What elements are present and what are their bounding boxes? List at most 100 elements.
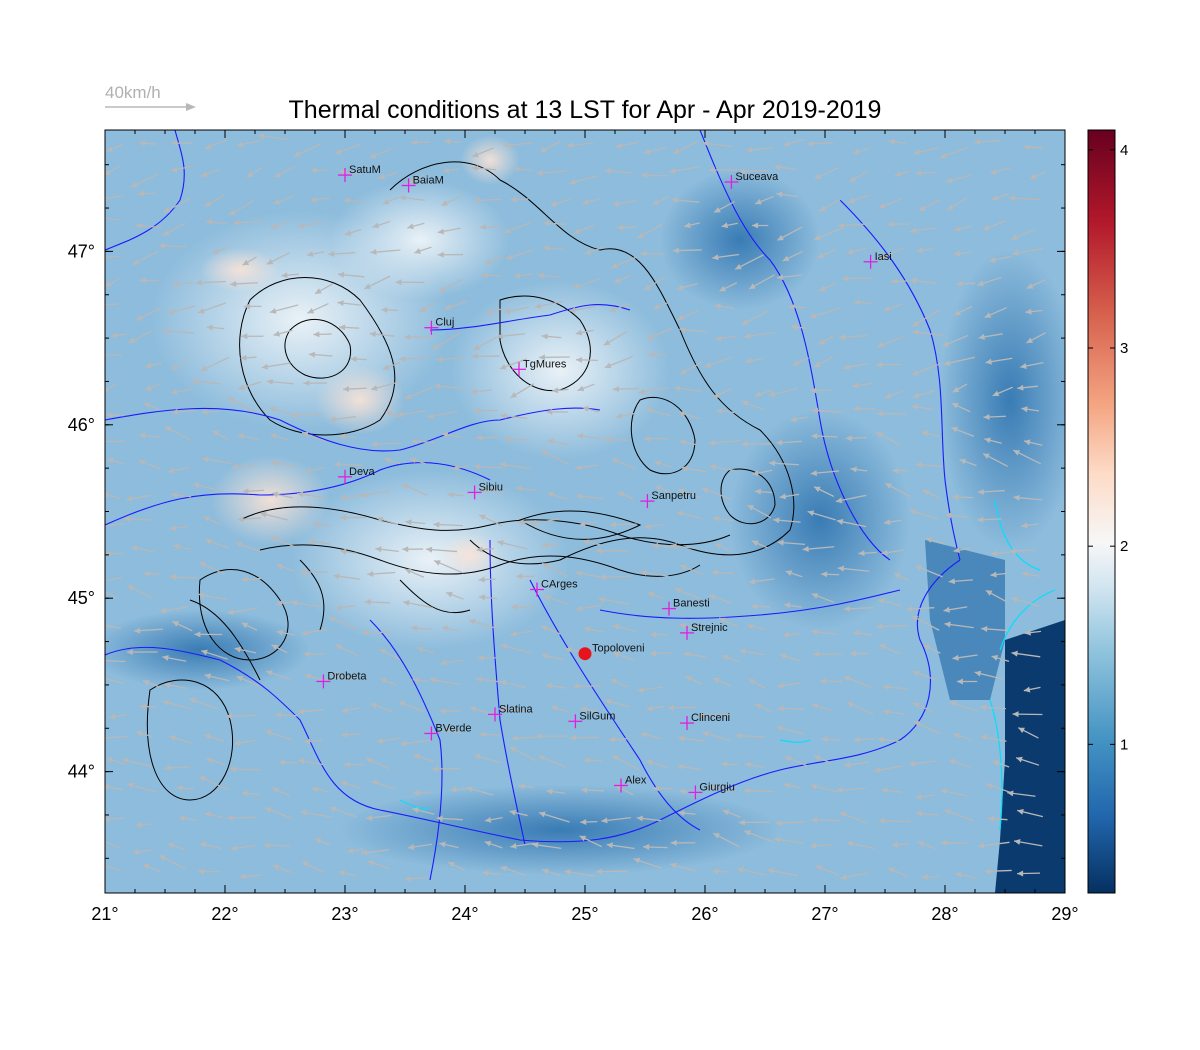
wind-arrowhead — [579, 835, 587, 842]
wind-arrowhead — [581, 787, 588, 794]
wind-arrowhead — [347, 847, 354, 854]
wind-arrowhead — [242, 488, 249, 495]
wind-arrowhead — [974, 670, 982, 677]
wind-arrowhead — [338, 870, 346, 876]
wind-arrowhead — [853, 405, 860, 412]
wind-arrowhead — [469, 618, 476, 625]
wind-arrowhead — [875, 361, 883, 368]
wind-arrowhead — [912, 404, 919, 411]
city-label: Clinceni — [691, 712, 730, 724]
wind-arrowhead — [411, 625, 418, 632]
wind-arrowhead — [505, 254, 513, 260]
wind-arrowhead — [472, 151, 479, 158]
contour-line — [630, 396, 696, 475]
wind-arrowhead — [954, 226, 961, 232]
lon-tick-label: 26° — [691, 904, 718, 924]
wind-arrowhead — [601, 817, 608, 824]
wind-arrowhead — [641, 172, 648, 179]
wind-arrowhead — [573, 683, 580, 690]
wind-arrowhead — [991, 550, 998, 557]
wind-arrowhead — [788, 303, 795, 310]
thermal-low-area — [340, 785, 780, 875]
wind-arrowhead — [437, 228, 445, 235]
wind-arrowhead — [944, 809, 952, 815]
wind-arrowhead — [1018, 727, 1025, 734]
wind-arrowhead — [478, 594, 486, 601]
wind-arrowhead — [745, 357, 752, 364]
wind-arrowhead — [162, 654, 169, 661]
wind-arrowhead — [479, 514, 486, 521]
city-marker: Sanpetru — [640, 490, 696, 509]
wind-arrowhead — [270, 223, 277, 230]
wind-arrowhead — [1016, 756, 1023, 763]
wind-arrowhead — [674, 385, 681, 392]
wind-arrowhead — [741, 441, 748, 448]
wind-arrowhead — [241, 576, 248, 583]
wind-arrowhead — [400, 740, 407, 747]
wind-arrowhead — [921, 874, 928, 881]
wind-arrowhead — [292, 412, 299, 419]
wind-arrowhead — [646, 705, 653, 712]
city-marker: Alex — [614, 774, 647, 793]
wind-arrowhead — [737, 866, 744, 873]
wind-arrowhead — [411, 139, 418, 146]
wind-arrowhead — [315, 288, 322, 294]
wind-arrowhead — [810, 470, 817, 477]
wind-arrowhead — [888, 138, 896, 145]
wind-arrowhead — [722, 809, 730, 816]
wind-arrowhead — [169, 735, 176, 741]
wind-arrowhead — [266, 378, 273, 385]
wind-arrowhead — [366, 757, 373, 764]
wind-arrowhead — [814, 361, 821, 368]
wind-arrowhead — [777, 705, 784, 712]
wind-arrowhead — [271, 460, 279, 467]
wind-arrowhead — [308, 538, 315, 545]
wind-arrowhead — [715, 335, 722, 342]
wind-arrowhead — [651, 542, 659, 549]
wind-arrowhead — [541, 542, 548, 549]
wind-arrowhead — [198, 592, 205, 599]
wind-arrowhead — [843, 762, 851, 769]
city-label: Strejnic — [691, 622, 728, 634]
contour-line — [284, 318, 352, 379]
wind-arrowhead — [670, 839, 677, 846]
city-marker: TgMures — [512, 358, 567, 377]
wind-arrowhead — [158, 242, 165, 249]
wind-arrowhead — [784, 782, 791, 789]
wind-arrowhead — [202, 456, 209, 463]
wind-arrow — [105, 865, 121, 871]
wind-arrowhead — [980, 704, 987, 711]
wind-arrowhead — [595, 868, 603, 875]
wind-arrowhead — [278, 759, 285, 766]
wind-arrowhead — [543, 220, 550, 227]
wind-arrowhead — [105, 816, 110, 823]
wind-arrowhead — [266, 258, 274, 265]
colorbar-tick-label: 1 — [1120, 736, 1128, 753]
city-marker: SatuM — [338, 164, 381, 183]
wind-arrowhead — [509, 809, 516, 816]
wind-arrowhead — [775, 820, 783, 827]
wind-arrowhead — [838, 222, 845, 229]
wind-arrowhead — [497, 540, 504, 546]
wind-arrowhead — [821, 571, 828, 578]
wind-arrowhead — [915, 461, 923, 468]
wind-arrowhead — [846, 701, 854, 708]
wind-arrowhead — [201, 171, 208, 177]
wind-arrowhead — [741, 400, 749, 407]
wind-arrowhead — [912, 670, 920, 677]
wind-arrowhead — [910, 227, 917, 234]
lat-tick-label: 44° — [68, 762, 95, 782]
wind-arrowhead — [819, 285, 826, 292]
wind-arrowhead — [275, 711, 282, 718]
wind-arrowhead — [206, 757, 213, 764]
wind-arrowhead — [649, 650, 657, 657]
wind-arrowhead — [722, 654, 729, 661]
wind-arrowhead — [878, 817, 885, 824]
contour-line — [189, 599, 261, 681]
wind-arrowhead — [1017, 870, 1024, 877]
wind-arrowhead — [604, 168, 611, 174]
wind-arrowhead — [143, 570, 150, 577]
wind-arrowhead — [384, 457, 392, 464]
wind-arrowhead — [123, 515, 130, 522]
wind-arrowhead — [269, 307, 277, 314]
